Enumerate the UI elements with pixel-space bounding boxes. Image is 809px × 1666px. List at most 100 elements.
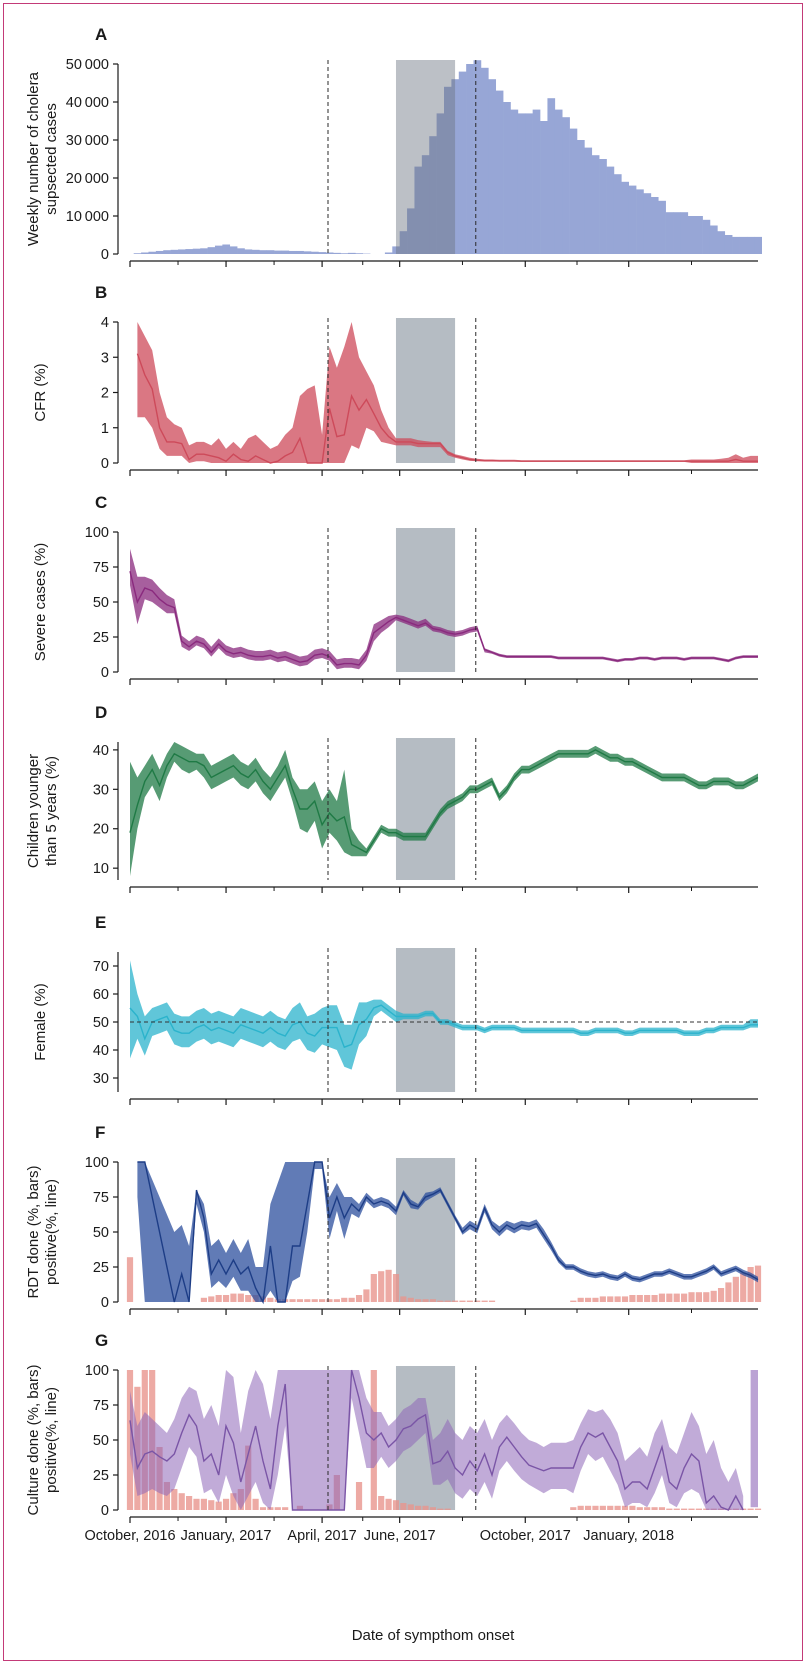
y-tick-label: 25	[93, 1468, 109, 1484]
bar-36	[392, 246, 400, 254]
series-line	[129, 1004, 758, 1049]
panel-label: E	[95, 913, 106, 932]
bar-17	[252, 1498, 259, 1510]
confidence-band	[137, 322, 758, 463]
bar-44	[451, 79, 460, 254]
bar-48	[480, 67, 489, 254]
bar-5	[163, 250, 171, 254]
shaded-period	[395, 528, 456, 672]
y-tick-label: 50 000	[66, 57, 109, 73]
y-axis-label: RDT done (%, bars)positive(%, line)	[25, 1165, 60, 1298]
bar-47	[474, 1300, 481, 1302]
figure-frame	[3, 3, 803, 1661]
bar-76	[688, 1508, 695, 1510]
bar-75	[680, 212, 689, 254]
bar-45	[459, 1300, 466, 1302]
y-tick-label: 40	[93, 1043, 109, 1059]
bar-19	[266, 250, 275, 254]
bar-66	[613, 174, 622, 254]
y-tick-label: 100	[85, 1155, 109, 1171]
y-tick-label: 1	[101, 421, 109, 437]
bar-6	[170, 249, 179, 254]
y-axis-label-line: Weekly number of cholera	[25, 71, 42, 246]
bar-66	[614, 1505, 621, 1510]
bar-74	[673, 212, 681, 254]
bar-28	[333, 252, 341, 254]
panel-b: 0 1 2 3 4 B CFR (%)	[32, 283, 758, 476]
bar-63	[592, 1505, 599, 1510]
y-tick-label: 25	[93, 630, 109, 646]
bar-0	[126, 1257, 134, 1302]
bar-27	[326, 1299, 333, 1302]
bar-22	[289, 1299, 296, 1302]
x-tick-label: October, 2016	[84, 1528, 175, 1544]
y-tick-label: 0	[101, 456, 109, 472]
bar-62	[584, 147, 593, 254]
bar-66	[614, 1296, 621, 1302]
bar-41	[429, 1507, 437, 1510]
bar-10	[200, 1498, 207, 1510]
bar-72	[658, 1293, 666, 1302]
y-axis-label-line: positive(%, line)	[43, 1179, 60, 1285]
bar-9	[192, 248, 201, 254]
series-line	[129, 749, 759, 854]
y-tick-label: 20	[93, 822, 109, 838]
y-tick-label: 0	[101, 665, 109, 681]
y-tick-label: 20 000	[66, 171, 109, 187]
bar-27	[325, 252, 334, 254]
bar-37	[400, 1296, 407, 1302]
bar-38	[407, 208, 415, 254]
y-axis-label: Female (%)	[32, 983, 49, 1061]
bar-38	[407, 1504, 414, 1510]
panel-label: A	[95, 25, 107, 44]
bar-21	[282, 1507, 289, 1510]
y-tick-label: 50	[93, 595, 109, 611]
bar-75	[681, 1293, 688, 1302]
y-tick-label: 70	[93, 959, 109, 975]
confidence-band-extra	[750, 1370, 758, 1508]
y-axis-label-line: RDT done (%, bars)	[25, 1165, 42, 1298]
bar-40	[422, 1299, 429, 1302]
y-axis-label-line: supsected cases	[43, 103, 60, 215]
bar-41	[429, 136, 437, 254]
y-tick-label: 40	[93, 743, 109, 759]
bar-6	[171, 1489, 178, 1510]
bar-60	[569, 128, 578, 254]
bar-70	[643, 193, 652, 254]
shaded-period	[395, 1158, 456, 1302]
bar-26	[318, 252, 327, 254]
x-tick-label: June, 2017	[364, 1528, 436, 1544]
bar-36	[392, 1274, 400, 1302]
bar-3	[148, 251, 157, 254]
bar-18	[259, 250, 267, 254]
series-line	[137, 1161, 759, 1305]
bar-79	[710, 1290, 717, 1302]
y-tick-label: 10 000	[66, 209, 109, 225]
bar-74	[673, 1293, 680, 1302]
bar-24	[303, 251, 312, 254]
bar-33	[370, 1274, 377, 1302]
confidence-band	[130, 1370, 744, 1510]
panel-a: 0 10 000 20 000 30 000 40 000 50 000 A Weekly n…	[25, 25, 762, 267]
y-tick-label: 4	[101, 315, 109, 331]
y-tick-label: 50	[93, 1225, 109, 1241]
bar-14	[230, 1493, 237, 1510]
bar-76	[688, 1292, 695, 1302]
bar-63	[591, 155, 600, 254]
bar-34	[378, 1496, 385, 1510]
bar-24	[304, 1299, 311, 1302]
bar-13	[222, 244, 231, 254]
bar-60	[570, 1300, 577, 1302]
bar-38	[407, 1297, 414, 1302]
bar-32	[363, 1289, 370, 1302]
bar-71	[650, 197, 659, 254]
bar-7	[178, 249, 186, 254]
bar-58	[554, 109, 563, 254]
y-tick-label: 25	[93, 1260, 109, 1276]
bar-84	[747, 1267, 754, 1302]
bar-16	[245, 1295, 252, 1302]
bar-67	[621, 1296, 629, 1302]
bar-30	[347, 252, 356, 254]
bar-83	[740, 1272, 747, 1302]
